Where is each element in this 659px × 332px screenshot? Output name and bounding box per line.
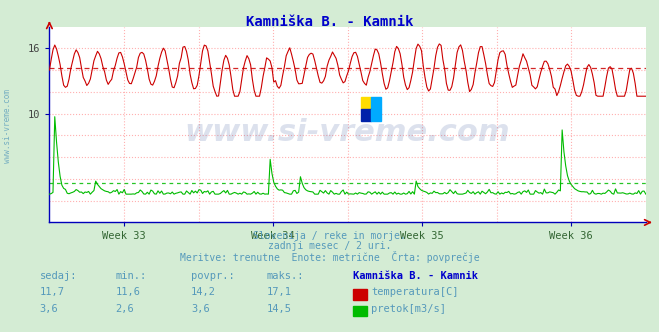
Text: 14,2: 14,2 <box>191 287 216 297</box>
Text: Kamniška B. - Kamnik: Kamniška B. - Kamnik <box>246 15 413 29</box>
Text: sedaj:: sedaj: <box>40 271 77 281</box>
Text: min.:: min.: <box>115 271 146 281</box>
Text: 11,7: 11,7 <box>40 287 65 297</box>
Text: pretok[m3/s]: pretok[m3/s] <box>371 304 446 314</box>
Text: 17,1: 17,1 <box>267 287 292 297</box>
Text: Kamniška B. - Kamnik: Kamniška B. - Kamnik <box>353 271 478 281</box>
Text: temperatura[C]: temperatura[C] <box>371 287 459 297</box>
Text: maks.:: maks.: <box>267 271 304 281</box>
Text: 2,6: 2,6 <box>115 304 134 314</box>
Text: Meritve: trenutne  Enote: metrične  Črta: povprečje: Meritve: trenutne Enote: metrične Črta: … <box>180 251 479 263</box>
Text: www.si-vreme.com: www.si-vreme.com <box>185 118 511 147</box>
Text: 11,6: 11,6 <box>115 287 140 297</box>
Text: zadnji mesec / 2 uri.: zadnji mesec / 2 uri. <box>268 241 391 251</box>
Text: 3,6: 3,6 <box>191 304 210 314</box>
Text: 3,6: 3,6 <box>40 304 58 314</box>
Text: www.si-vreme.com: www.si-vreme.com <box>3 89 13 163</box>
Text: Slovenija / reke in morje.: Slovenija / reke in morje. <box>253 231 406 241</box>
Text: povpr.:: povpr.: <box>191 271 235 281</box>
Text: 14,5: 14,5 <box>267 304 292 314</box>
